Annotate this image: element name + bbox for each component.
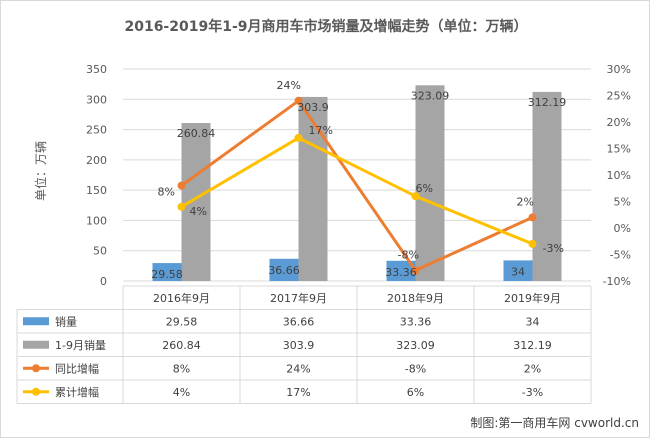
table-cell: 6% <box>407 386 424 399</box>
category-label: 2019年9月 <box>504 291 561 305</box>
line-data-label: 24% <box>277 79 301 92</box>
table-cell: 33.36 <box>400 315 432 328</box>
table-cell: 260.84 <box>162 339 201 352</box>
y-tick-label: 150 <box>86 184 107 197</box>
line-point-marker <box>177 181 186 190</box>
table-cell: 36.66 <box>283 315 315 328</box>
line-data-label: 6% <box>416 182 433 195</box>
legend-swatch <box>23 340 49 349</box>
line-data-label: 2% <box>517 195 534 208</box>
y2-tick-label: 20% <box>607 116 631 129</box>
table-cell: 2% <box>524 362 541 375</box>
table-cell: -3% <box>522 386 543 399</box>
table-cell: 34 <box>526 315 540 328</box>
chart-title: 2016-2019年1-9月商用车市场销量及增幅走势（单位：万辆） <box>124 18 527 35</box>
y-tick-label: 200 <box>86 154 107 167</box>
y-tick-label: 300 <box>86 93 107 106</box>
line-point-marker <box>294 96 303 105</box>
data-labels-layer: 29.58 36.66 33.36 34 260.84 303.9 323.09 312.19… <box>151 79 566 281</box>
legend-marker <box>32 387 40 396</box>
table-cell: 323.09 <box>396 339 435 352</box>
y2-tick-label: 5% <box>614 196 631 209</box>
y2-tick-label: 15% <box>607 143 631 156</box>
line-point-marker <box>411 266 420 275</box>
table-cell: 312.19 <box>513 339 552 352</box>
legend-label: 累计增幅 <box>55 385 99 399</box>
bar-data-label: 36.66 <box>268 264 300 277</box>
y2-tick-label: 30% <box>607 63 631 76</box>
y-axis-label: 单位：万辆 <box>33 141 48 201</box>
table-cell: 24% <box>286 362 310 375</box>
y2-tick-label: -10% <box>603 275 631 288</box>
legend-label: 1-9月销量 <box>55 338 106 352</box>
line-point-marker <box>294 133 303 142</box>
bar-data-label: 34 <box>511 265 525 278</box>
table-cell: 303.9 <box>283 339 315 352</box>
legend-swatch <box>23 317 49 326</box>
category-label: 2018年9月 <box>387 291 444 305</box>
table-cell: -8% <box>405 362 426 375</box>
table-cell: 8% <box>173 362 190 375</box>
bars-layer <box>152 85 562 281</box>
line-point-marker <box>528 239 537 248</box>
bar-ytd-sales <box>298 96 328 281</box>
bar-monthly-sales <box>152 263 182 281</box>
line-data-label: 4% <box>190 205 207 218</box>
axis-ticks-layer: 0 50 100 150 200 250 300 350 -10% -5% 0% 5% 10% 15% 20… <box>86 63 631 288</box>
line-data-label: -3% <box>543 242 564 255</box>
y-tick-label: 100 <box>86 214 107 227</box>
bar-data-label: 312.19 <box>528 96 567 109</box>
y2-tick-label: 25% <box>607 90 631 103</box>
y-tick-label: 0 <box>100 275 107 288</box>
y-tick-label: 250 <box>86 124 107 137</box>
line-point-marker <box>411 192 420 201</box>
bar-monthly-sales <box>386 260 416 281</box>
line-point-marker <box>177 202 186 211</box>
y2-tick-label: 0% <box>614 222 631 235</box>
lines-layer <box>177 96 537 275</box>
legend-label: 销量 <box>55 314 77 328</box>
bar-ytd-sales <box>532 91 562 281</box>
legend-marker <box>32 364 40 373</box>
bar-data-label: 33.36 <box>385 266 417 279</box>
y2-tick-label: 10% <box>607 169 631 182</box>
category-label: 2016年9月 <box>153 291 210 305</box>
table-cell: 4% <box>173 386 190 399</box>
table-cell: 29.58 <box>166 315 198 328</box>
bar-ytd-sales <box>415 85 445 281</box>
y-tick-label: 50 <box>93 245 107 258</box>
bar-monthly-sales <box>269 258 299 281</box>
category-label: 2017年9月 <box>270 291 327 305</box>
y2-tick-label: -5% <box>610 249 631 262</box>
legend-label: 同比增幅 <box>55 361 99 375</box>
bar-data-label: 303.9 <box>297 101 329 114</box>
series-line-yoy-growth <box>180 99 534 272</box>
bar-data-label: 29.58 <box>151 268 183 281</box>
bar-ytd-sales <box>181 123 211 281</box>
line-data-label: -8% <box>398 248 419 261</box>
credit-text: 制图:第一商用车网 cvworld.cn <box>470 415 639 430</box>
series-line-ytd-growth <box>180 136 534 246</box>
line-point-marker <box>528 213 537 222</box>
line-data-label: 8% <box>158 186 175 199</box>
y-tick-label: 350 <box>86 63 107 76</box>
bar-data-label: 323.09 <box>411 89 450 102</box>
bar-monthly-sales <box>503 260 533 281</box>
bar-data-label: 260.84 <box>177 127 216 140</box>
line-data-label: 17% <box>309 124 333 137</box>
table-cell: 17% <box>286 386 310 399</box>
